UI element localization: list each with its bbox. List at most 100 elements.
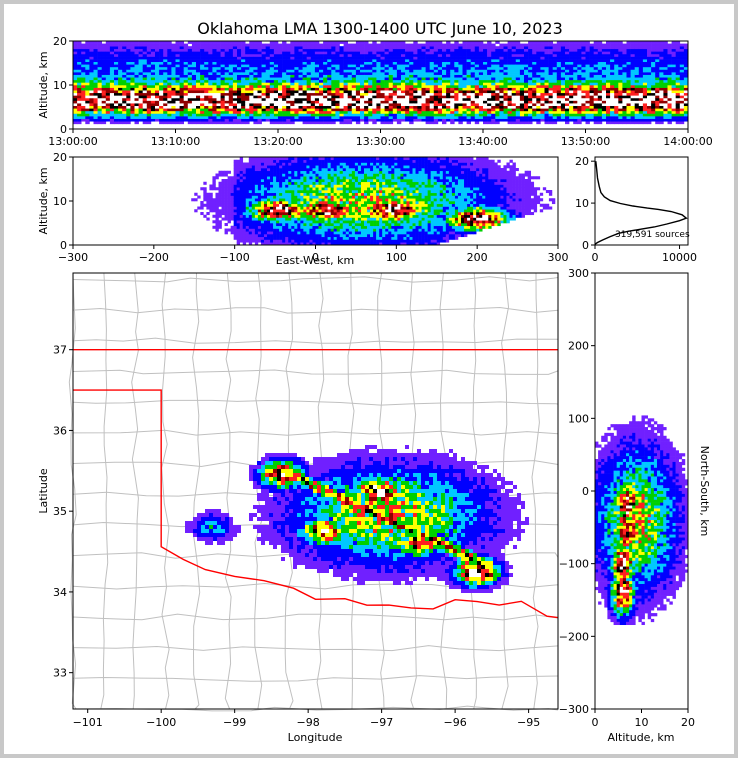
time-height-cell	[376, 113, 381, 117]
time-height-cell	[265, 66, 271, 70]
time-height-cell	[606, 118, 611, 122]
time-height-cell	[302, 95, 307, 99]
time-height-cell	[122, 108, 127, 112]
time-height-cell	[175, 87, 180, 91]
time-height-cell	[433, 59, 439, 63]
time-height-cell	[126, 118, 131, 122]
time-height-cell	[77, 100, 82, 104]
time-height-cell	[261, 87, 266, 91]
time-height-cell	[384, 66, 389, 70]
time-height-cell	[368, 85, 373, 88]
time-height-cell	[269, 41, 275, 44]
time-height-cell	[81, 51, 86, 55]
time-height-cell	[232, 69, 238, 73]
time-height-cell	[556, 43, 562, 47]
time-height-cell	[224, 61, 230, 65]
time-height-cell	[569, 97, 574, 101]
time-height-cell	[101, 108, 107, 112]
time-height-cell	[265, 51, 271, 55]
time-height-cell	[683, 116, 689, 119]
east-west-cell	[230, 212, 234, 216]
time-height-cell	[622, 100, 627, 104]
time-height-cell	[425, 66, 430, 70]
time-height-cell	[450, 69, 455, 73]
time-height-cell	[364, 82, 369, 86]
time-height-cell	[253, 116, 258, 119]
time-height-cell	[487, 61, 492, 65]
time-height-cell	[429, 100, 435, 104]
time-height-cell	[458, 77, 463, 81]
time-height-cell	[265, 59, 271, 63]
time-height-cell	[376, 110, 381, 114]
time-height-cell	[483, 97, 488, 101]
time-height-cell	[622, 51, 627, 55]
time-height-cell	[93, 74, 98, 78]
time-height-cell	[458, 72, 463, 75]
time-height-cell	[232, 61, 238, 65]
time-height-cell	[286, 108, 291, 112]
time-height-cell	[384, 85, 389, 88]
time-height-cell	[368, 77, 373, 81]
time-height-cell	[671, 116, 676, 119]
time-height-cell	[241, 59, 246, 63]
time-height-cell	[331, 48, 336, 52]
time-height-cell	[228, 79, 234, 83]
time-height-cell	[429, 64, 435, 68]
time-height-cell	[77, 87, 82, 91]
time-height-cell	[298, 61, 303, 65]
time-height-cell	[335, 110, 340, 114]
time-height-cell	[466, 116, 471, 119]
time-height-cell	[290, 69, 295, 73]
time-height-cell	[339, 61, 344, 65]
time-height-cell	[647, 118, 652, 122]
time-height-cell	[556, 41, 562, 44]
east-west-cell	[227, 203, 231, 207]
time-height-cell	[659, 90, 664, 94]
time-height-cell	[532, 87, 537, 91]
time-height-cell	[122, 116, 127, 119]
time-height-cell	[524, 113, 529, 117]
time-height-cell	[388, 87, 394, 91]
time-height-cell	[606, 103, 611, 107]
time-height-cell	[606, 72, 611, 75]
time-height-cell	[364, 100, 369, 104]
time-height-cell	[511, 69, 517, 73]
time-height-cell	[413, 92, 418, 96]
time-height-cell	[499, 64, 504, 68]
time-height-cell	[355, 113, 361, 117]
time-height-cell	[610, 43, 615, 47]
time-height-cell	[257, 100, 262, 104]
time-height-cell	[519, 108, 525, 112]
time-height-cell	[171, 82, 176, 86]
time-height-cell	[552, 97, 558, 101]
time-height-cell	[577, 90, 582, 94]
time-height-cell	[458, 48, 463, 52]
time-height-cell	[487, 116, 492, 119]
time-height-cell	[323, 59, 328, 63]
time-height-cell	[208, 100, 213, 104]
time-height-cell	[524, 51, 529, 55]
time-height-cell	[630, 56, 635, 60]
time-height-cell	[142, 69, 148, 73]
time-height-cell	[556, 74, 562, 78]
time-height-cell	[167, 61, 172, 65]
time-height-cell	[515, 51, 521, 55]
time-height-cell	[138, 64, 143, 68]
time-height-cell	[409, 105, 414, 109]
time-height-cell	[413, 61, 418, 65]
time-height-cell	[314, 92, 320, 96]
time-height-cell	[286, 121, 291, 125]
time-height-cell	[302, 90, 307, 94]
time-height-cell	[97, 113, 102, 117]
time-height-cell	[429, 85, 435, 88]
time-height-cell	[384, 77, 389, 81]
time-height-cell	[196, 51, 201, 55]
time-height-cell	[319, 90, 324, 94]
time-height-cell	[355, 116, 361, 119]
time-height-cell	[507, 61, 512, 65]
time-height-cell	[364, 108, 369, 112]
time-height-cell	[671, 77, 676, 81]
time-height-cell	[458, 85, 463, 88]
east-west-cell	[230, 231, 234, 235]
time-height-cell	[118, 95, 123, 99]
